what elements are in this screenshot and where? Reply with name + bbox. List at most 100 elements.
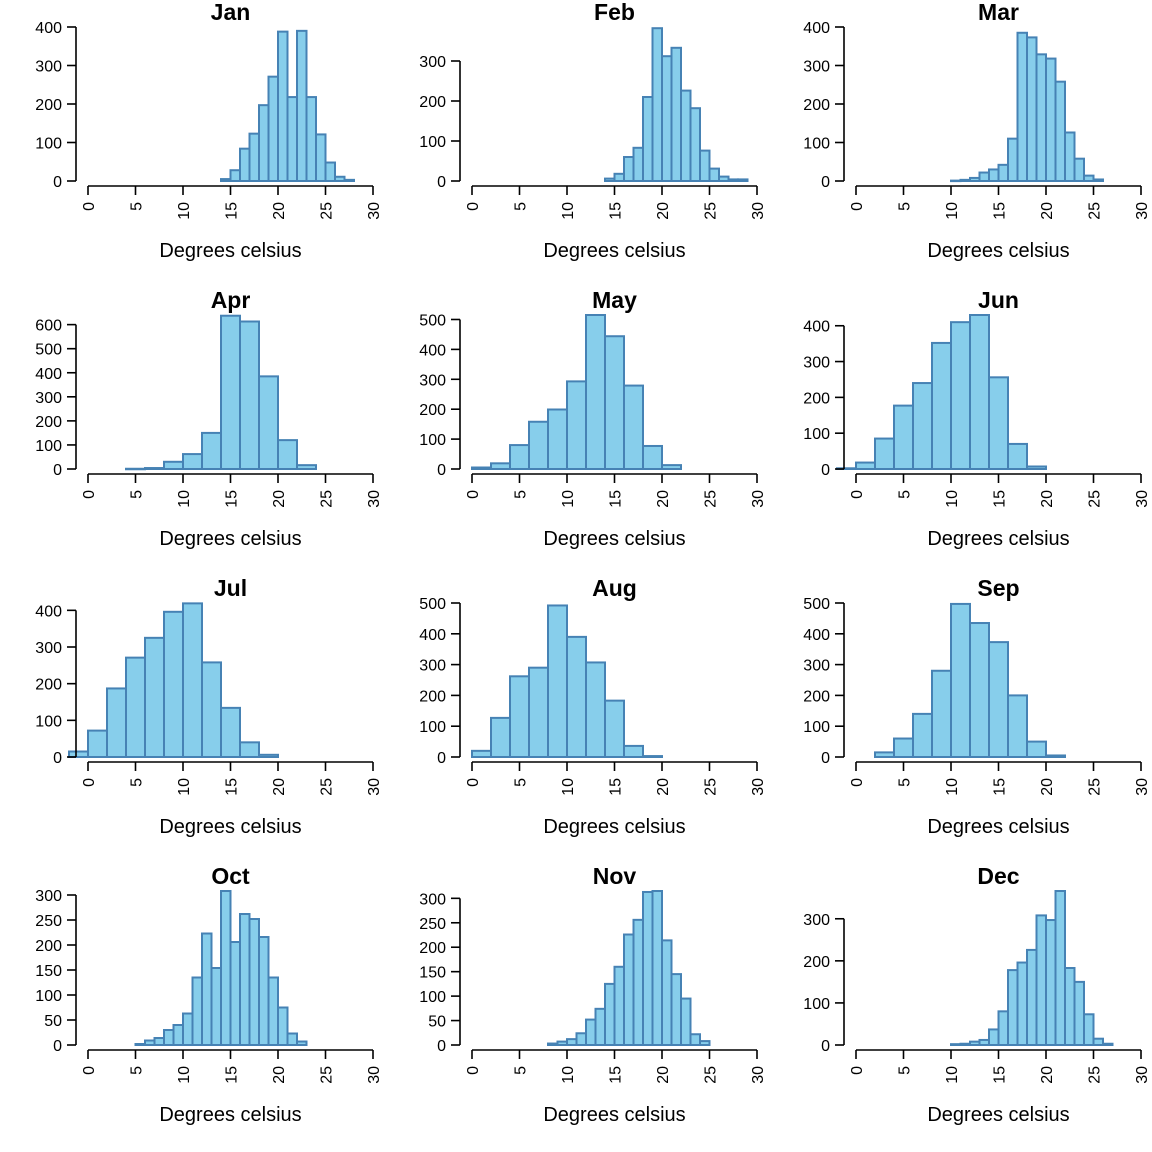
x-tick-label: 5: [897, 490, 914, 499]
histogram-bar: [978, 1038, 990, 1046]
y-tick-label: 0: [437, 1038, 446, 1055]
x-tick-label: 30: [750, 1066, 767, 1084]
x-tick-label: 0: [81, 1066, 98, 1075]
histogram-bar: [106, 687, 127, 759]
histogram-bar: [68, 750, 89, 758]
y-tick-label: 100: [803, 996, 830, 1013]
histogram-panel-jun: Jun 0 100 200 300 400 0 5 10 15 20 25 30 Degrees cels…: [803, 287, 1151, 550]
histogram-bar: [1092, 1037, 1104, 1046]
histogram-bar: [239, 320, 260, 471]
y-tick-label: 0: [53, 1038, 62, 1055]
y-tick-label: 100: [35, 438, 62, 455]
histogram-bar: [258, 375, 279, 470]
histogram-bar: [163, 610, 184, 758]
histogram-bar: [969, 314, 990, 470]
y-tick-label: 100: [35, 713, 62, 730]
y-tick-label: 0: [53, 750, 62, 767]
histogram-bar: [680, 997, 692, 1046]
panel-title: Jul: [214, 575, 247, 601]
histogram-bar: [229, 169, 241, 183]
histogram-bar: [471, 466, 492, 470]
histogram-bar: [988, 1028, 1000, 1046]
histogram-bar: [737, 178, 749, 182]
histogram-bar: [708, 167, 720, 183]
histogram-bar: [632, 146, 644, 183]
y-tick-label: 400: [35, 20, 62, 37]
y-tick-label: 150: [35, 963, 62, 980]
histogram-bar: [229, 941, 241, 1046]
histogram-bar: [286, 96, 298, 182]
histogram-bar: [950, 602, 971, 759]
x-tick-label: 5: [513, 202, 530, 211]
x-tick-label: 0: [465, 490, 482, 499]
histogram-bar: [1007, 137, 1019, 182]
x-tick-label: 20: [655, 1066, 672, 1084]
y-tick-label: 100: [419, 719, 446, 736]
histogram-bar: [125, 656, 146, 759]
x-tick-label: 25: [319, 778, 336, 796]
histogram-bar: [931, 669, 952, 759]
histogram-bar: [670, 973, 682, 1046]
x-tick-label: 10: [176, 1066, 193, 1084]
x-tick-label: 30: [366, 778, 383, 796]
x-axis-label: Degrees celsius: [927, 528, 1069, 550]
x-tick-label: 15: [992, 202, 1009, 220]
histogram-bar: [997, 1010, 1009, 1047]
histogram-bar: [689, 1033, 701, 1046]
histogram-bar: [134, 1043, 146, 1046]
histogram-bar: [1026, 948, 1038, 1046]
histogram-bar: [315, 133, 327, 182]
x-axis-label: Degrees celsius: [927, 816, 1069, 838]
histogram-bar: [623, 744, 644, 758]
histogram-bar: [566, 635, 587, 759]
histogram-bar: [959, 1042, 971, 1046]
x-tick-label: 25: [703, 202, 720, 220]
panel-title: Aug: [592, 575, 637, 601]
histogram-bar: [1083, 1013, 1095, 1047]
histogram-panel-dec: Dec 0 100 200 300 0 5 10 15 20 25 30 Degrees celsius: [803, 863, 1151, 1126]
histogram-bar: [585, 314, 606, 470]
x-tick-label: 0: [849, 778, 866, 787]
y-tick-label: 100: [35, 988, 62, 1005]
x-tick-label: 5: [897, 1066, 914, 1075]
histogram-bar: [87, 729, 108, 758]
panel-title: Nov: [593, 863, 637, 889]
x-tick-label: 30: [1134, 202, 1151, 220]
y-tick-label: 400: [419, 342, 446, 359]
histogram-panel-nov: Nov 0 50 100 150 200 250 300 0 5 10 15 20 25 30 Degrees…: [419, 863, 767, 1126]
histogram-bar: [978, 171, 990, 182]
x-tick-label: 0: [849, 490, 866, 499]
histogram-bar: [1092, 178, 1104, 183]
x-tick-label: 5: [129, 1066, 146, 1075]
histogram-bar: [490, 716, 511, 758]
y-tick-label: 150: [419, 965, 446, 982]
histogram-bar: [651, 890, 663, 1046]
histogram-bar: [296, 29, 308, 182]
histogram-bar: [1007, 694, 1028, 759]
x-axis-label: Degrees celsius: [159, 528, 301, 550]
y-tick-label: 100: [803, 136, 830, 153]
x-tick-label: 20: [655, 778, 672, 796]
y-tick-label: 100: [419, 989, 446, 1006]
y-tick-label: 0: [437, 462, 446, 479]
histogram-bar: [163, 1029, 175, 1046]
x-tick-label: 15: [224, 1066, 241, 1084]
x-tick-label: 5: [513, 1066, 530, 1075]
histogram-bar: [248, 132, 260, 183]
y-tick-label: 200: [35, 677, 62, 694]
histogram-bar: [163, 460, 184, 470]
histogram-bar: [931, 341, 952, 470]
x-tick-label: 10: [944, 778, 961, 796]
histogram-bar: [547, 408, 568, 470]
histogram-bar: [1016, 961, 1028, 1046]
histogram-bar: [153, 1037, 165, 1046]
histogram-bar: [1045, 919, 1057, 1046]
x-tick-label: 15: [992, 778, 1009, 796]
histogram-panel-aug: Aug 0 100 200 300 400 500 0 5 10 15 20 25 30 Degrees c…: [419, 575, 767, 838]
histogram-bar: [950, 321, 971, 470]
y-tick-label: 50: [428, 1014, 446, 1031]
y-tick-label: 100: [419, 432, 446, 449]
panel-title: Mar: [978, 0, 1019, 25]
y-tick-label: 500: [419, 596, 446, 613]
histogram-bar: [182, 1012, 194, 1046]
